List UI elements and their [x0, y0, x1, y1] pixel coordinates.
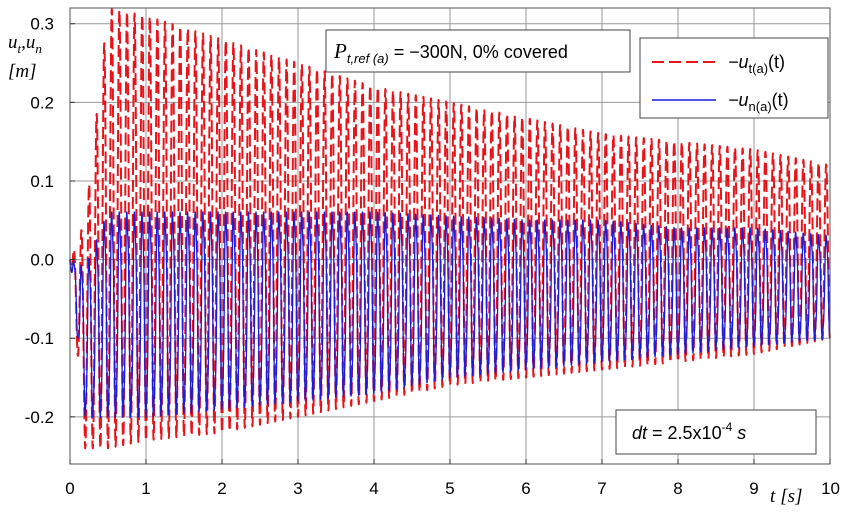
x-tick-label: 5 — [445, 479, 454, 498]
x-tick-label: 0 — [65, 479, 74, 498]
timestep-annotation: dt = 2.5x10-4 s — [615, 409, 817, 455]
y-tick-label: -0.2 — [25, 408, 54, 427]
x-tick-label: 9 — [749, 479, 758, 498]
y-tick-label: 0.2 — [30, 93, 54, 112]
y-axis-label: ut,un — [8, 32, 42, 56]
timestep-annotation-box — [615, 409, 817, 455]
legend: −ut(a)(t) −un(a)(t) — [639, 37, 829, 119]
x-tick-label: 6 — [521, 479, 530, 498]
series-line-ut — [69, 7, 831, 450]
timestep-annotation-text: dt = 2.5x10-4 s — [632, 420, 746, 443]
x-tick-label: 10 — [821, 479, 840, 498]
y-axis-unit: [m] — [8, 61, 37, 82]
x-tick-label: 7 — [597, 479, 606, 498]
series-layer — [69, 7, 831, 450]
load-annotation-text: Pt,ref (a) = −300N, 0% covered — [333, 39, 568, 66]
series-line-un — [69, 211, 831, 418]
x-axis-label: t [s] — [770, 486, 802, 507]
legend-label-un: −un(a)(t) — [728, 90, 789, 114]
load-annotation-box — [325, 29, 631, 73]
y-tick-label: 0.1 — [30, 172, 54, 191]
ticks: 0 1 2 3 4 5 6 7 8 9 10 0.3 0.2 0.1 0.0 -0.1 -0.2 — [25, 15, 840, 498]
x-tick-label: 2 — [217, 479, 226, 498]
y-tick-label: 0.0 — [30, 251, 54, 270]
legend-box — [639, 37, 829, 119]
y-tick-label: -0.1 — [25, 329, 54, 348]
legend-label-ut: −ut(a)(t) — [728, 52, 785, 76]
x-tick-label: 8 — [673, 479, 682, 498]
load-annotation: Pt,ref (a) = −300N, 0% covered — [325, 29, 631, 73]
x-tick-label: 1 — [141, 479, 150, 498]
y-tick-label: 0.3 — [30, 15, 54, 34]
x-tick-label: 4 — [369, 479, 378, 498]
x-tick-label: 3 — [293, 479, 302, 498]
